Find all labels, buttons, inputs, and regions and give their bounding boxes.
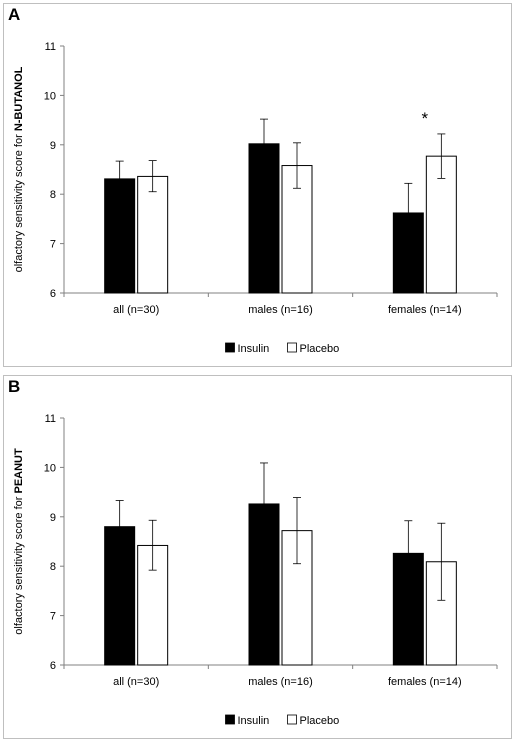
y-tick-label: 6: [50, 288, 56, 300]
legend-label-insulin: Insulin: [238, 715, 270, 727]
bar-insulin: [248, 503, 280, 666]
y-axis-label-bold: PEANUT: [13, 448, 25, 494]
y-tick-label: 10: [44, 90, 56, 102]
legend-label-placebo: Placebo: [300, 343, 340, 355]
legend: Insulin Placebo: [225, 714, 340, 727]
bar-insulin: [104, 178, 136, 294]
panel-letter: A: [8, 5, 21, 24]
chart-b: 6 7 8 9 10 11 olfactory sensitivity score for …: [13, 413, 498, 727]
panel-letter: B: [8, 377, 21, 396]
legend-label-insulin: Insulin: [238, 343, 270, 355]
y-axis-label-prefix: olfactory sensitivity score for: [13, 494, 25, 635]
legend-swatch-placebo: [287, 714, 297, 725]
chart-a: 6 7 8 9 10 11 olfactory sensitivity score for …: [13, 41, 498, 355]
x-tick-label: males (n=16): [248, 676, 313, 688]
y-axis-label-prefix: olfactory sensitivity score for: [13, 131, 25, 272]
y-axis-label: olfactory sensitivity score for PEANUT: [13, 448, 25, 635]
panel-a: A 6 7 8 9 10 11 olfactory sensitivity score fo…: [3, 3, 512, 367]
y-axis-label: olfactory sensitivity score for N-BUTANO…: [13, 66, 25, 272]
legend: Insulin Placebo: [225, 342, 340, 355]
legend-swatch-insulin: [225, 714, 235, 725]
x-tick-label: all (n=30): [113, 676, 159, 688]
bar-placebo: [137, 175, 169, 294]
legend-swatch-insulin: [225, 342, 235, 353]
panel-frame: [3, 375, 512, 739]
y-tick-label: 7: [50, 239, 56, 251]
y-tick-label: 8: [50, 189, 56, 201]
y-tick-label: 6: [50, 660, 56, 672]
x-tick-label: females (n=14): [388, 304, 462, 316]
y-tick-label: 8: [50, 561, 56, 573]
bar-placebo: [425, 155, 457, 294]
legend-swatch-placebo: [287, 342, 297, 353]
x-tick-label: males (n=16): [248, 304, 313, 316]
y-tick-label: 7: [50, 611, 56, 623]
panel-b: B 6 7 8 9 10 11 olfactory sensitivity score fo…: [0, 372, 517, 744]
y-axis-label-bold: N-BUTANOL: [13, 66, 25, 131]
x-tick-label: all (n=30): [113, 304, 159, 316]
y-tick-label: 11: [45, 413, 56, 425]
y-tick-label: 10: [44, 462, 56, 474]
panel-frame: [3, 3, 512, 367]
y-tick-label: 11: [45, 41, 56, 53]
legend-label-placebo: Placebo: [300, 715, 340, 727]
y-tick-label: 9: [50, 140, 56, 152]
x-tick-label: females (n=14): [388, 676, 462, 688]
y-tick-label: 9: [50, 512, 56, 524]
significance-marker: *: [422, 109, 429, 128]
